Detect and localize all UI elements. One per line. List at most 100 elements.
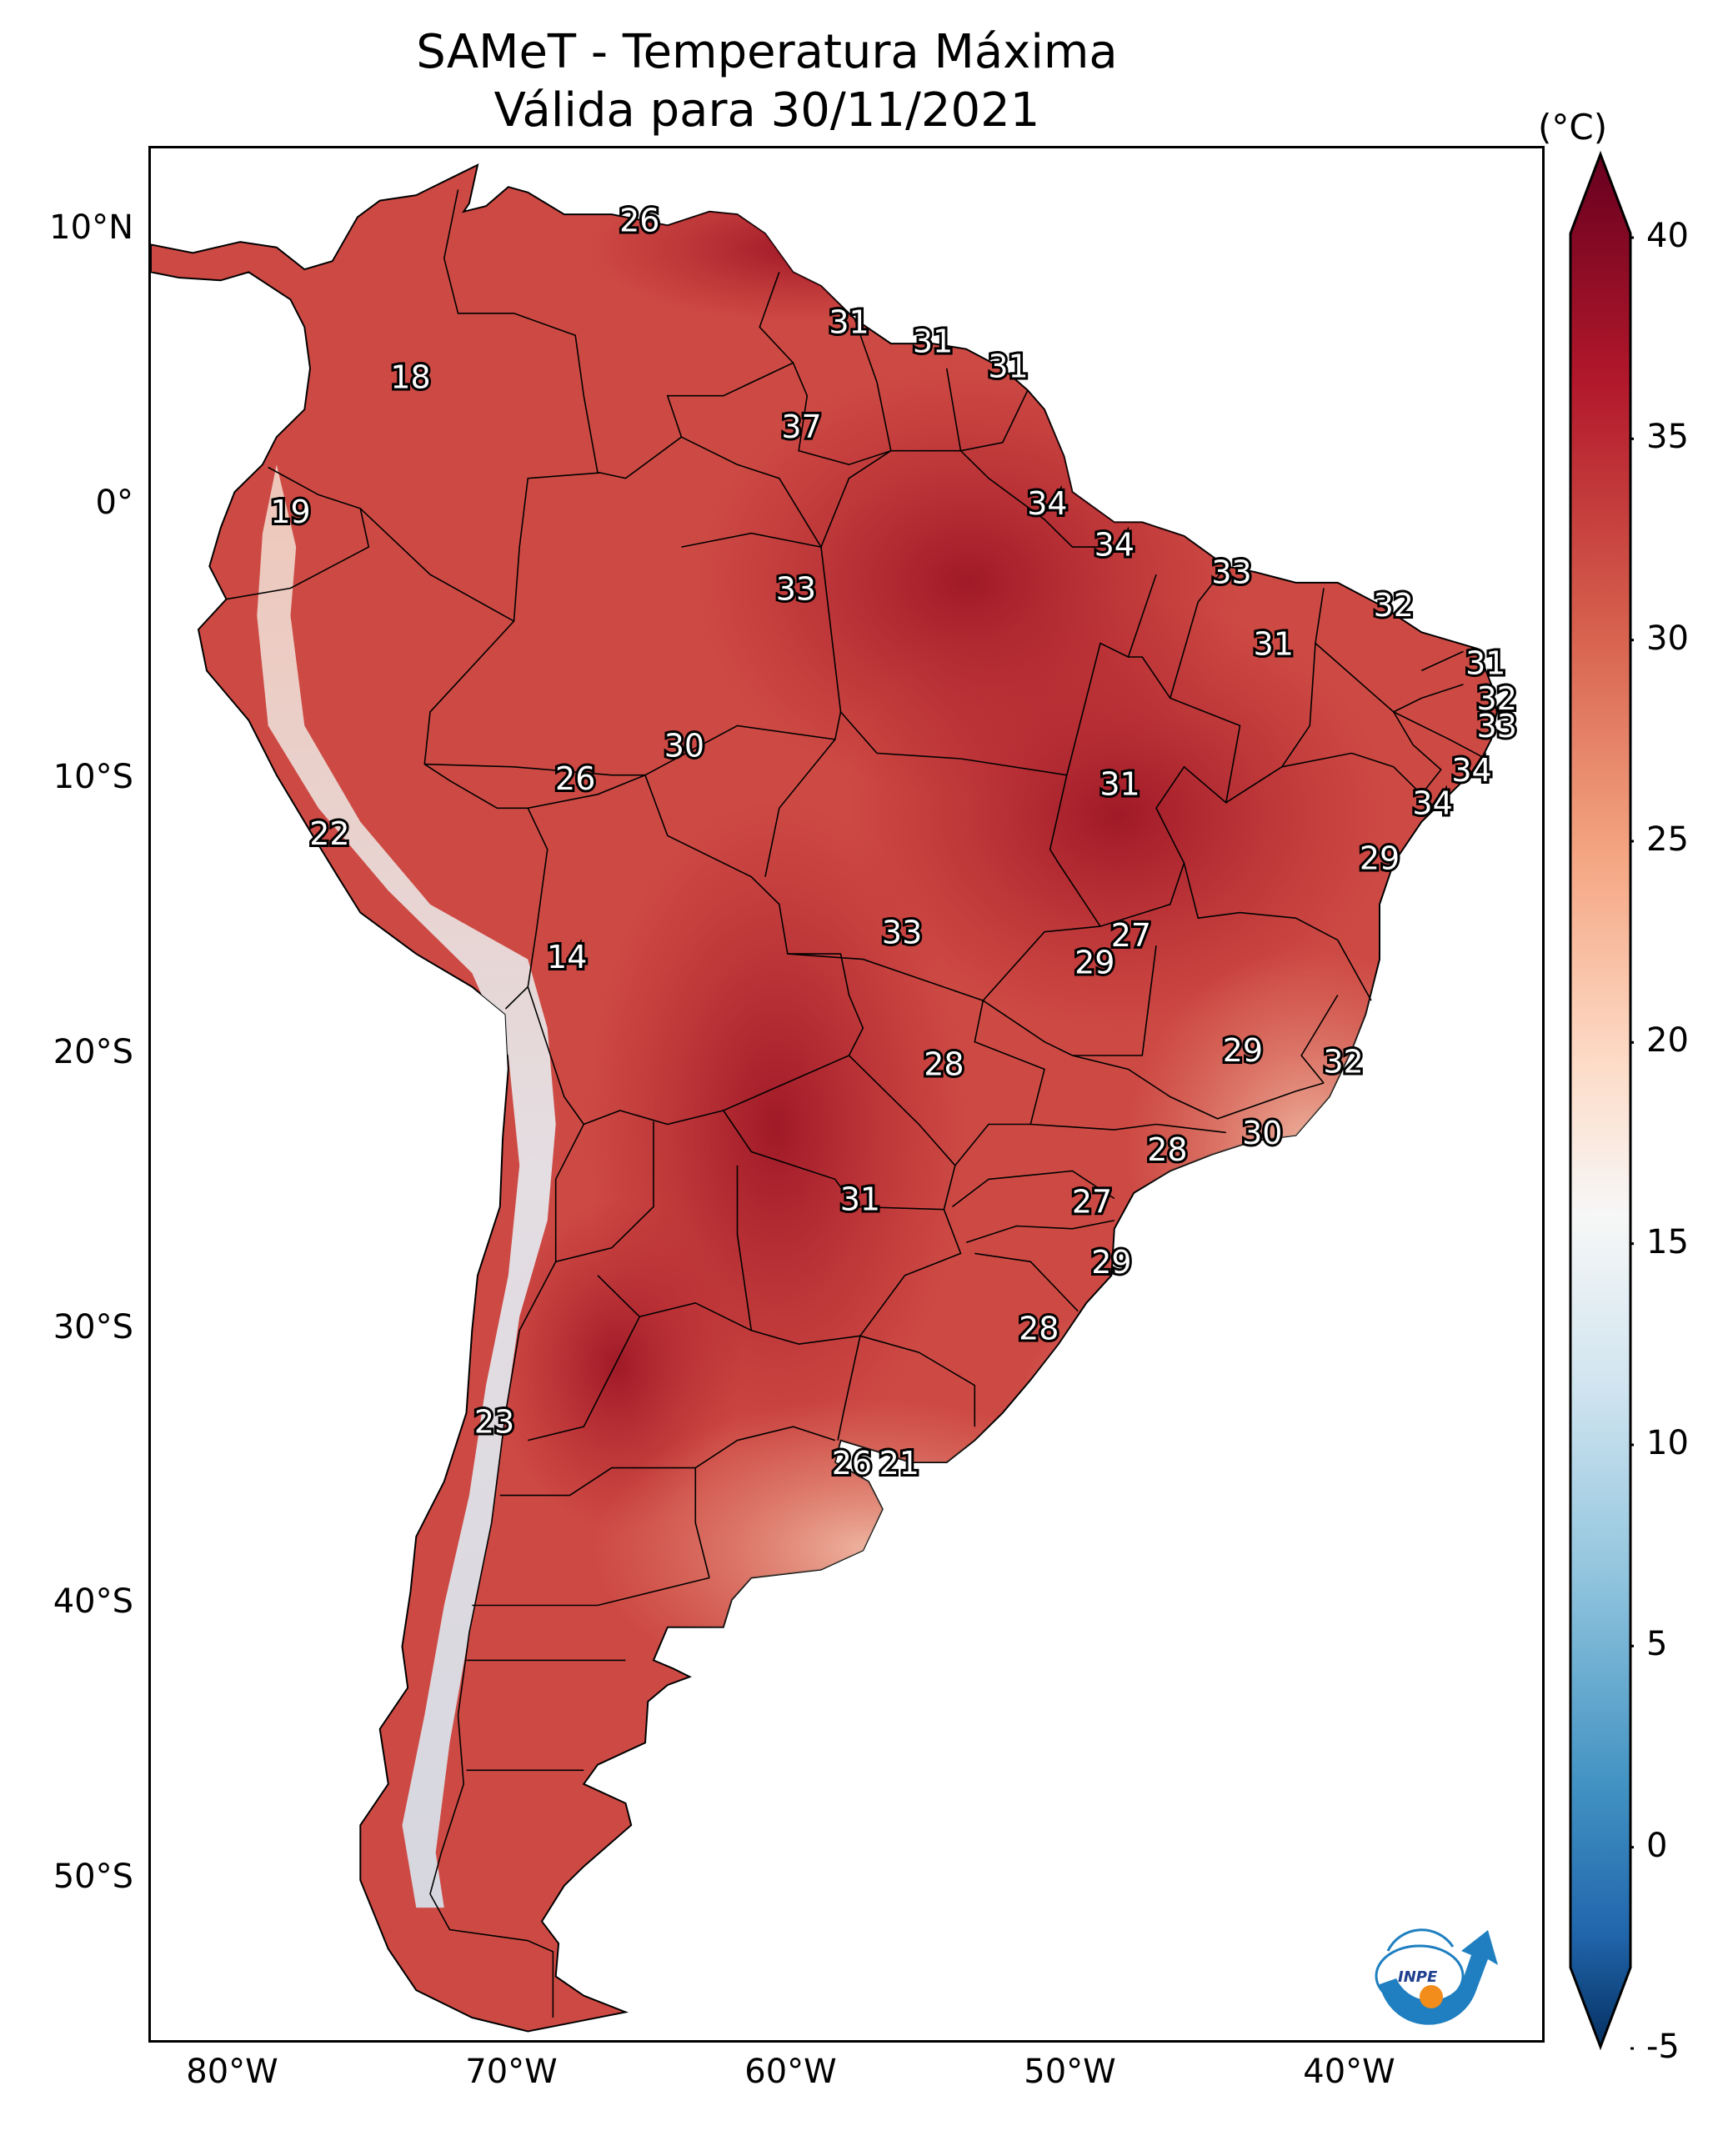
station-label: 29	[1074, 945, 1114, 981]
colorbar-tick-label: 10	[1646, 1424, 1689, 1462]
border-line	[764, 739, 836, 877]
border-line	[443, 189, 601, 474]
border-line	[837, 1209, 962, 1441]
station-label: 34	[1094, 527, 1134, 564]
station-label: 27	[1072, 1184, 1112, 1221]
longitude-tick: 70°W	[465, 2053, 558, 2091]
border-line	[499, 1467, 696, 1497]
station-label: 29	[1091, 1244, 1131, 1281]
station-label: 29	[1223, 1032, 1263, 1069]
border-line	[527, 774, 864, 1126]
colorbar-tick-label: 25	[1646, 820, 1689, 859]
station-label: 18	[390, 359, 430, 396]
andes-cool-strip	[257, 464, 556, 1908]
station-label: 32	[1374, 587, 1414, 624]
colorbar-tick-label: 20	[1646, 1021, 1689, 1060]
colorbar-tick-label: -5	[1646, 2028, 1680, 2066]
colorbar-bar	[1569, 150, 1632, 2051]
border-line	[1030, 1123, 1226, 1134]
colorbar-tick-label: 35	[1646, 418, 1689, 457]
station-label: 30	[1242, 1115, 1282, 1151]
border-line	[982, 925, 1157, 1056]
border-line	[1281, 752, 1422, 795]
border-line	[1420, 650, 1464, 672]
latitude-tick: 0°	[95, 483, 133, 522]
border-line	[1300, 995, 1339, 1084]
border-line	[359, 508, 548, 1010]
border-line	[792, 318, 892, 466]
colorbar-tick-label: 15	[1646, 1222, 1689, 1261]
border-line	[1393, 711, 1442, 795]
station-label: 31	[1254, 625, 1294, 662]
station-label: 32	[1323, 1043, 1363, 1080]
border-line	[974, 1252, 1079, 1312]
station-label: 37	[781, 409, 821, 445]
station-label: 26	[555, 760, 595, 797]
longitude-tick: 60°W	[744, 2053, 837, 2091]
longitude-tick: 80°W	[186, 2053, 278, 2091]
colorbar-tick-marks	[1630, 236, 1634, 2050]
border-line	[1170, 565, 1227, 699]
latitude-tick: 20°S	[53, 1033, 133, 1072]
station-label: 31	[829, 304, 869, 341]
border-line	[429, 1124, 585, 2018]
map-title: SAMeT - Temperatura Máxima Válida para 3…	[0, 23, 1534, 140]
station-label: 34	[1027, 485, 1067, 522]
station-label: 22	[309, 815, 349, 852]
map-panel[interactable]: 26 31 31 31 18 37 19 34 34 33 33 32 31 31 32 33 30 26 31 34…	[148, 146, 1545, 2043]
latitude-tick: 10°N	[49, 208, 133, 247]
station-label: 31	[840, 1181, 880, 1217]
border-line	[954, 1000, 1045, 1166]
title-line-2: Válida para 30/11/2021	[493, 83, 1040, 138]
station-label: 31	[1099, 765, 1139, 802]
station-label: 28	[1147, 1131, 1187, 1168]
border-line	[952, 1170, 1115, 1208]
latitude-tick: 30°S	[53, 1307, 133, 1346]
station-label: 31	[1465, 644, 1505, 681]
station-label: 31	[988, 348, 1028, 384]
latitude-tick: 50°S	[53, 1858, 133, 1897]
station-label: 31	[913, 323, 953, 360]
longitude-tick: 50°W	[1024, 2053, 1116, 2091]
station-label: 27	[1111, 917, 1151, 954]
border-line	[513, 472, 601, 622]
border-line	[736, 1165, 753, 1331]
station-label: 32	[1477, 680, 1517, 717]
latitude-tick: 40°S	[53, 1582, 133, 1622]
border-line	[723, 1055, 956, 1211]
border-line	[597, 1275, 861, 1346]
border-line	[694, 1426, 836, 1578]
border-line	[226, 466, 370, 600]
inpe-logo-text: INPE	[1398, 1968, 1438, 1986]
border-line	[820, 450, 892, 712]
station-label: 34	[1451, 752, 1491, 789]
border-line	[1072, 1055, 1325, 1120]
border-line	[681, 436, 823, 549]
border-line	[424, 763, 645, 776]
station-label: 28	[924, 1046, 964, 1083]
border-line	[787, 953, 984, 1001]
station-label: 14	[547, 939, 587, 975]
station-label: 33	[882, 915, 922, 951]
colorbar-unit: (°C)	[1538, 107, 1608, 148]
station-label: 21	[879, 1445, 919, 1482]
border-line	[600, 272, 794, 479]
station-label: 33	[776, 570, 816, 607]
border-line	[1066, 574, 1157, 775]
country-borders	[226, 189, 1486, 2018]
colorbar-tick-label: 5	[1646, 1625, 1668, 1664]
station-label: 30	[664, 727, 704, 764]
latitude-tick: 10°S	[53, 758, 133, 797]
colorbar-tick-label: 40	[1646, 217, 1689, 255]
station-label: 23	[474, 1403, 514, 1440]
longitude-tick: 40°W	[1303, 2053, 1395, 2091]
border-line	[1393, 711, 1486, 760]
station-label: 19	[270, 494, 310, 530]
border-line	[1315, 642, 1464, 713]
border-line	[555, 1121, 654, 1263]
station-label: 33	[1477, 708, 1517, 745]
border-line	[1183, 863, 1372, 1001]
border-line	[859, 1335, 976, 1427]
border-line	[965, 1220, 1114, 1243]
